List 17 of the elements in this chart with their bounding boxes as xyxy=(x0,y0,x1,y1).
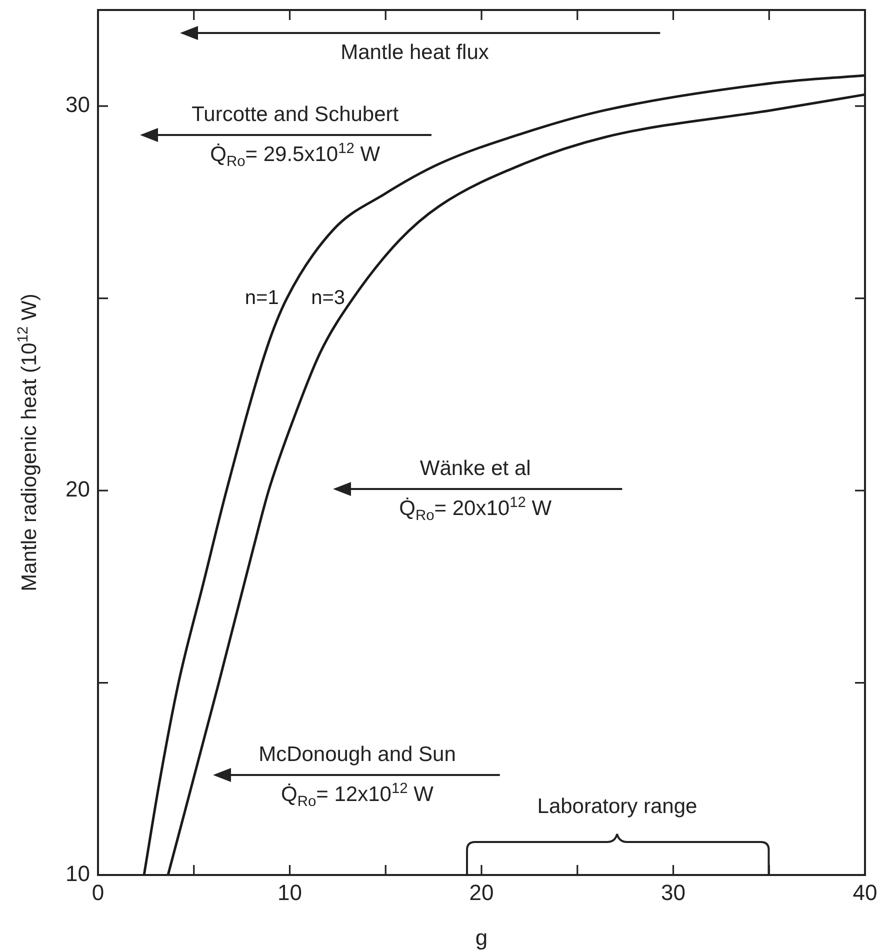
annotation: Laboratory range xyxy=(537,795,698,820)
y-tick-label: 10 xyxy=(66,861,90,886)
annotation: McDonough and Sun Q̇$_{Ro}$= 12x10$^{12}$ W xyxy=(258,742,456,810)
annotation: Wänke et al Q̇$_{Ro}$= 20x10$^{12}$ W xyxy=(399,457,552,524)
y-tick-label: 20 xyxy=(66,476,90,502)
annotation: Mantle heat flux xyxy=(340,41,489,66)
x-tick-label: 30 xyxy=(661,880,686,906)
x-tick-label: 10 xyxy=(278,880,302,906)
x-tick-label: 40 xyxy=(852,880,878,906)
series-label: n=3 xyxy=(311,286,346,309)
annotation: Turcotte and Schubert Q̇$_{Ro}$= 29.5x10$^{12}$ W xyxy=(192,102,399,170)
y-axis-title: Mantle radiogenic heat (1012 W) xyxy=(16,294,41,592)
x-tick-label: 0 xyxy=(92,880,104,906)
x-axis-title: g xyxy=(475,925,488,950)
y-tick-label: 30 xyxy=(66,92,90,118)
x-tick-label: 20 xyxy=(469,880,494,906)
series-label: n=1 xyxy=(244,286,279,309)
